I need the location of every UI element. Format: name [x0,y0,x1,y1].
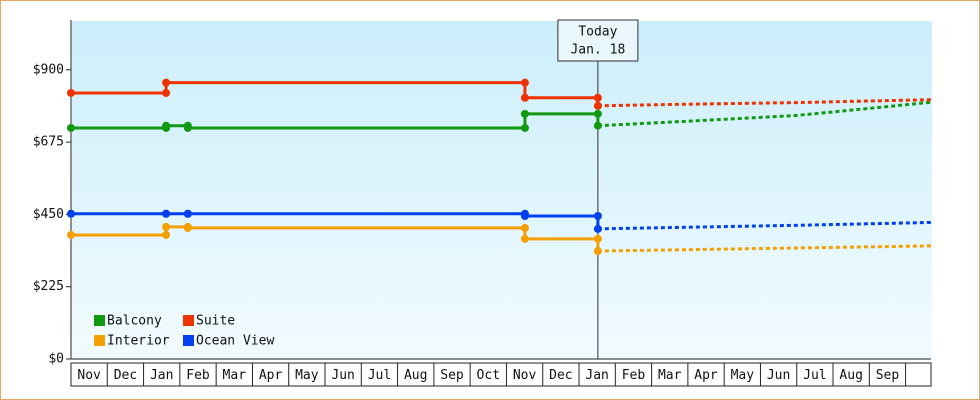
forecast-line [597,100,932,128]
point [593,224,602,233]
point [162,121,171,130]
x-tick-label: Jun [767,368,790,383]
legend-label: Balcony [107,314,162,329]
point [593,93,602,102]
plot-area [72,21,932,360]
point [183,223,192,232]
legend-label: Interior [107,334,170,349]
x-tick-label: Nov [513,368,537,383]
x-tick-label: Dec [549,368,572,383]
x-tick-label: Jul [368,368,391,383]
point [593,121,602,130]
point [162,230,171,239]
legend-swatch [94,335,105,346]
annotation-box [557,19,639,62]
legend-label: Ocean View [196,334,274,349]
x-tick-label: Aug [839,368,862,383]
point [67,123,75,132]
x-axis-box [70,362,932,387]
point [593,101,602,110]
point [593,234,602,243]
point [593,247,602,256]
x-tick-label: Aug [404,368,427,383]
point [520,109,529,118]
point [593,212,602,221]
legend-label: Suite [196,314,235,329]
legend-swatch [183,335,194,346]
x-tick-label: Apr [694,368,718,383]
point [67,209,75,218]
point [520,212,529,221]
y-tick-label: $900 [33,62,64,77]
y-tick-label: $0 [48,352,64,367]
forecast-line [597,98,932,108]
point [183,123,192,132]
point [162,222,171,231]
annotation-text: Today [578,25,617,40]
point [183,209,192,218]
point [67,88,75,97]
x-tick-label: Oct [477,368,500,383]
point [162,88,171,97]
x-tick-label: May [295,368,319,383]
x-tick-label: Dec [114,368,137,383]
x-tick-label: Mar [223,368,247,383]
x-tick-label: Jan [150,368,173,383]
point [520,123,529,132]
point [67,230,75,239]
point [593,109,602,118]
x-tick-label: Apr [259,368,283,383]
point [520,93,529,102]
legend-swatch [183,315,194,326]
point [520,78,529,87]
y-tick-label: $450 [33,207,64,222]
forecast-line [597,220,932,231]
x-tick-label: Jan [585,368,608,383]
point [162,78,171,87]
legend-swatch [94,315,105,326]
x-tick-label: Sep [440,368,464,383]
forecast-line [597,244,932,253]
annotation-text: Jan. 18 [570,43,625,58]
point [520,234,529,243]
x-tick-label: Feb [186,368,210,383]
point [162,209,171,218]
x-tick-label: Mar [658,368,682,383]
point [520,223,529,232]
x-tick-label: Nov [77,368,101,383]
x-tick-label: May [731,368,755,383]
x-tick-label: Jul [803,368,826,383]
x-tick-label: Jun [331,368,354,383]
y-tick-label: $675 [33,135,64,150]
y-tick-label: $225 [33,279,64,294]
x-tick-label: Feb [622,368,646,383]
x-tick-label: Sep [876,368,900,383]
